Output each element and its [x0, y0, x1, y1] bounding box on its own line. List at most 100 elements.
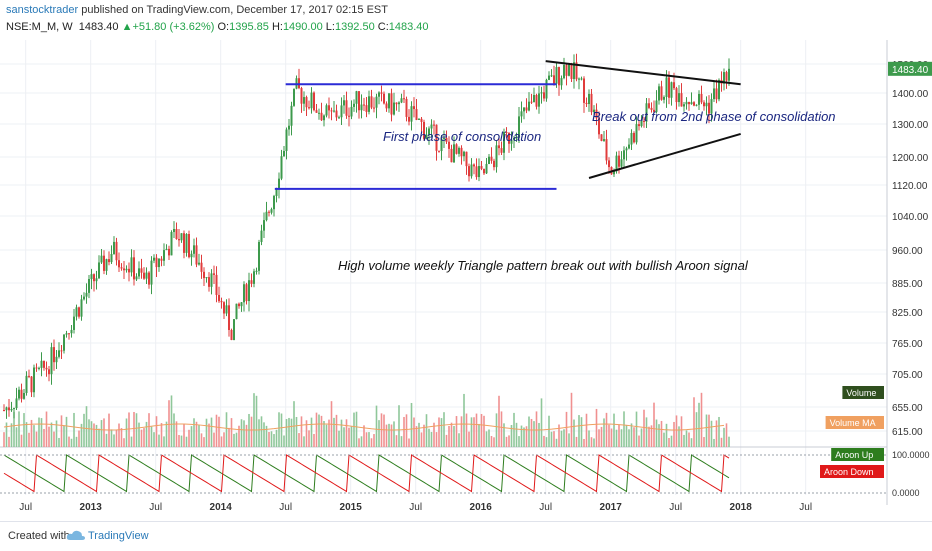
candle-body: [710, 99, 713, 114]
price-chart[interactable]: First phase of consolidation Break out f…: [0, 40, 932, 521]
volume-bar: [575, 436, 578, 447]
volume-bar: [233, 433, 235, 447]
candle-body: [35, 367, 38, 369]
candle-body: [570, 64, 573, 79]
volume-bar: [48, 426, 50, 447]
candle-body: [548, 75, 550, 80]
candle-body: [193, 245, 195, 254]
time-tick-label: Jul: [669, 502, 682, 513]
candle-body: [543, 92, 545, 99]
candle-body: [465, 151, 468, 167]
volume-bar: [80, 423, 83, 447]
candle-body: [78, 307, 80, 317]
candle-body: [395, 102, 398, 105]
candle-body: [233, 319, 235, 341]
volume-bar: [133, 411, 135, 447]
aroon-pane: [0, 454, 887, 494]
candle-body: [563, 65, 565, 79]
volume-bar: [655, 419, 658, 447]
volume-bar: [218, 416, 220, 447]
candle-body: [400, 98, 403, 103]
indicator-tag: [842, 386, 884, 399]
volume-bar: [518, 436, 520, 447]
candle-body: [143, 272, 145, 279]
candle-body: [640, 120, 643, 127]
candle-body: [435, 124, 438, 151]
volume-bar: [320, 415, 323, 447]
candle-body: [695, 104, 698, 106]
volume-bar: [623, 411, 625, 447]
candle-body: [460, 147, 463, 157]
candle-body: [525, 107, 528, 111]
candle-body: [455, 144, 458, 154]
volume-bar: [710, 420, 713, 447]
volume-bar: [520, 425, 523, 447]
volume-bar: [273, 434, 275, 447]
candle-body: [208, 277, 210, 287]
volume-bar: [50, 422, 53, 447]
candle-body: [58, 350, 60, 357]
close-label: C:: [377, 21, 389, 33]
volume-bar: [45, 411, 48, 447]
candle-body: [468, 166, 470, 177]
candle-body: [315, 110, 318, 113]
volume-bar: [253, 393, 255, 447]
volume-bar: [490, 435, 493, 447]
candle-body: [495, 145, 498, 168]
volume-bar: [3, 432, 5, 447]
volume-bar: [415, 426, 418, 447]
candle-body: [703, 102, 705, 107]
volume-bar: [350, 426, 353, 447]
volume-bar: [160, 423, 163, 447]
volume-bar: [605, 412, 608, 447]
tradingview-link[interactable]: TradingView: [88, 530, 149, 542]
candle-body: [85, 292, 88, 297]
volume-bar: [295, 416, 298, 447]
candle-body: [683, 104, 685, 107]
author-link[interactable]: sanstocktrader: [6, 4, 79, 16]
price-axis[interactable]: 1500.001400.001300.001200.001120.001040.…: [888, 60, 932, 498]
volume-bar: [73, 412, 75, 447]
time-tick-label: Jul: [539, 502, 552, 513]
candle-body: [670, 82, 673, 98]
candle-body: [283, 150, 285, 157]
candle-body: [260, 230, 263, 242]
volume-bar: [113, 434, 115, 447]
candle-body: [503, 132, 505, 153]
volume-bar: [505, 436, 508, 447]
symbol-label[interactable]: NSE:M_M, W: [6, 21, 73, 33]
volume-bar: [153, 432, 155, 447]
volume-bar: [685, 430, 688, 447]
volume-bar: [308, 430, 310, 447]
volume-bar: [703, 437, 705, 447]
last-price-tag: [888, 61, 932, 76]
volume-bar: [300, 416, 303, 447]
candle-body: [625, 148, 628, 151]
price-tick-label: 1400.00: [892, 89, 929, 100]
candle-body: [255, 270, 258, 272]
volume-bar: [465, 413, 468, 447]
candle-body: [628, 144, 630, 149]
candle-body: [578, 78, 580, 80]
volume-bar: [433, 422, 435, 447]
last-price-tag-label: 1483.40: [892, 65, 929, 76]
candle-body: [348, 115, 350, 117]
price-tick-label: 825.00: [892, 308, 923, 319]
volume-bar: [403, 416, 405, 447]
candle-body: [453, 144, 455, 163]
candle-body: [533, 95, 535, 103]
volume-bar: [450, 422, 453, 447]
volume-bar: [243, 420, 245, 447]
volume-bar: [598, 429, 600, 447]
price-tick-label: 765.00: [892, 339, 923, 350]
volume-bar: [83, 413, 85, 447]
volume-bar: [410, 402, 413, 447]
time-axis[interactable]: Jul 2013 Jul 2014 Jul 2015 Jul 2016 Jul 2017 Jul 20…: [19, 502, 812, 513]
candle-body: [165, 248, 168, 251]
volume-bar: [105, 433, 108, 447]
candle-body: [240, 302, 243, 307]
volume-bar: [398, 405, 400, 447]
candle-body: [688, 101, 690, 105]
volume-bar: [365, 432, 368, 447]
candle-body: [33, 367, 35, 393]
